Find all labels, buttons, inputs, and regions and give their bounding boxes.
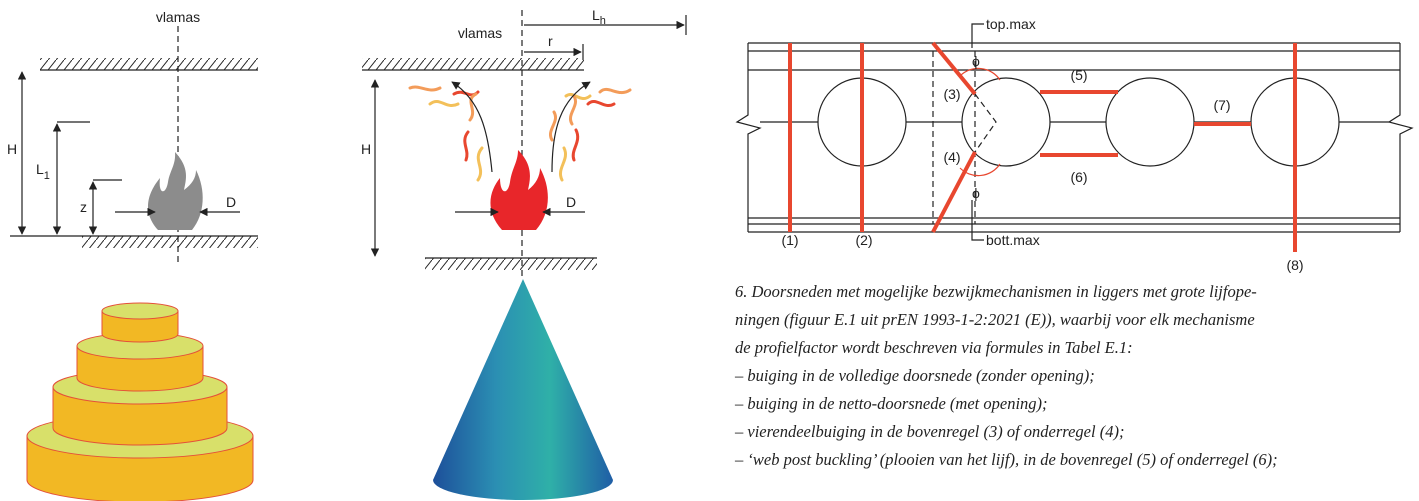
page: vlamas H L1 z D vlamas Lh r H	[0, 0, 1419, 501]
label: (1)	[781, 232, 798, 248]
label: ϕ	[972, 185, 980, 201]
label: top.max	[986, 16, 1036, 32]
label: Lh	[592, 7, 606, 27]
caption: 6. Doorsneden met mogelijke bezwijkmecha…	[734, 282, 1278, 469]
label: H	[361, 141, 371, 157]
label: (7)	[1213, 97, 1230, 113]
caption-line: – buiging in de volledige doorsnede (zon…	[734, 366, 1095, 385]
label: L1	[36, 161, 50, 182]
label: D	[566, 194, 576, 210]
caption-line: – buiging in de netto-doorsnede (met ope…	[734, 394, 1048, 413]
label: bott.max	[986, 232, 1040, 248]
caption-line: de profielfactor wordt beschreven via fo…	[735, 338, 1133, 357]
label: ϕ	[972, 53, 980, 69]
caption-line: ningen (figuur E.1 uit prEN 1993-1-2:202…	[735, 310, 1255, 329]
label: z	[80, 199, 87, 215]
label: (6)	[1070, 169, 1087, 185]
caption-line: – ‘web post buckling’ (plooien van het l…	[734, 450, 1278, 469]
fire-left: vlamas H L1 z D	[7, 9, 258, 501]
label: (5)	[1070, 67, 1087, 83]
beam: top.max ϕ ϕ bott.max (1) (2) (3) (4) (5)…	[737, 16, 1412, 273]
fire-right: vlamas Lh r H D	[361, 7, 686, 500]
caption-line: – vierendeelbuiging in de bovenregel (3)…	[734, 422, 1124, 441]
label: vlamas	[156, 9, 200, 25]
label: (8)	[1286, 257, 1303, 273]
label: D	[226, 194, 236, 210]
label: (2)	[855, 232, 872, 248]
label: (4)	[943, 149, 960, 165]
caption-line: 6. Doorsneden met mogelijke bezwijkmecha…	[735, 282, 1257, 301]
label: (3)	[943, 86, 960, 102]
label: vlamas	[458, 25, 502, 41]
label: H	[7, 141, 17, 157]
label: r	[548, 33, 553, 49]
